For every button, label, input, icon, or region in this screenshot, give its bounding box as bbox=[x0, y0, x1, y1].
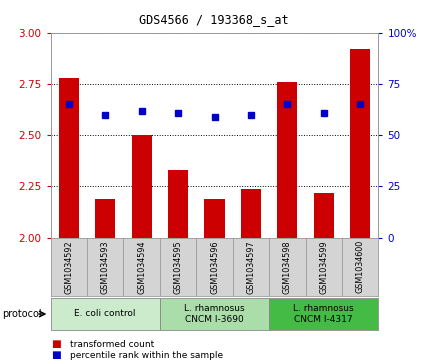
Bar bbox=[168, 170, 188, 238]
Text: GSM1034596: GSM1034596 bbox=[210, 240, 219, 294]
Text: GSM1034599: GSM1034599 bbox=[319, 240, 328, 294]
Text: ■: ■ bbox=[51, 339, 60, 349]
Text: E. coli control: E. coli control bbox=[74, 310, 136, 318]
Bar bbox=[269, 298, 378, 330]
Bar bbox=[314, 193, 334, 238]
Text: GSM1034592: GSM1034592 bbox=[64, 240, 73, 294]
Text: GDS4566 / 193368_s_at: GDS4566 / 193368_s_at bbox=[139, 13, 288, 26]
Text: GSM1034597: GSM1034597 bbox=[246, 240, 256, 294]
Text: GSM1034593: GSM1034593 bbox=[101, 240, 110, 294]
Bar bbox=[241, 188, 261, 238]
Text: transformed count: transformed count bbox=[70, 340, 154, 348]
Text: percentile rank within the sample: percentile rank within the sample bbox=[70, 351, 224, 359]
Bar bbox=[160, 298, 269, 330]
Text: L. rhamnosus
CNCM I-3690: L. rhamnosus CNCM I-3690 bbox=[184, 304, 245, 324]
Text: GSM1034600: GSM1034600 bbox=[356, 240, 365, 293]
Bar bbox=[95, 199, 115, 238]
Bar bbox=[51, 298, 160, 330]
Bar bbox=[277, 82, 297, 238]
Text: GSM1034595: GSM1034595 bbox=[173, 240, 183, 294]
Bar bbox=[59, 78, 79, 238]
Text: protocol: protocol bbox=[2, 309, 42, 319]
Bar bbox=[132, 135, 152, 238]
Bar bbox=[205, 199, 224, 238]
Bar bbox=[350, 49, 370, 238]
Text: GSM1034598: GSM1034598 bbox=[283, 240, 292, 294]
Text: GSM1034594: GSM1034594 bbox=[137, 240, 146, 294]
Text: ■: ■ bbox=[51, 350, 60, 360]
Text: L. rhamnosus
CNCM I-4317: L. rhamnosus CNCM I-4317 bbox=[293, 304, 354, 324]
